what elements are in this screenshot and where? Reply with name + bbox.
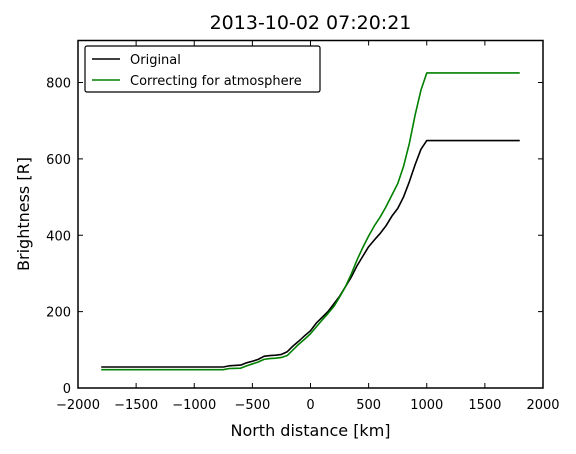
legend-label-original: Original (130, 53, 181, 68)
y-tick-label: 0 (63, 382, 71, 397)
x-tick-label: −2000 (56, 398, 100, 413)
series-line-original (101, 139, 520, 368)
y-tick-label: 200 (46, 306, 71, 321)
x-tick-label: −1500 (114, 398, 158, 413)
legend-label-corrected: Correcting for atmosphere (130, 74, 302, 89)
y-tick-label: 800 (46, 77, 71, 92)
x-tick-label: 0 (306, 398, 314, 413)
x-tick-label: 500 (356, 398, 381, 413)
legend: Original Correcting for atmosphere (84, 45, 321, 93)
y-axis-label: Brightness [R] (14, 157, 33, 271)
x-tick-label: −500 (235, 398, 271, 413)
chart-title: 2013-10-02 07:20:21 (210, 12, 412, 34)
series-line-corrected (101, 72, 520, 371)
legend-box (84, 45, 321, 93)
plot-frame (77, 39, 544, 389)
x-axis-label: North distance [km] (230, 421, 390, 440)
x-tick-label: −1000 (172, 398, 216, 413)
x-tick-label: 1500 (468, 398, 501, 413)
y-tick-label: 400 (46, 229, 71, 244)
x-tick-label: 2000 (526, 398, 559, 413)
x-tick-label: 1000 (410, 398, 443, 413)
y-tick-label: 600 (46, 153, 71, 168)
